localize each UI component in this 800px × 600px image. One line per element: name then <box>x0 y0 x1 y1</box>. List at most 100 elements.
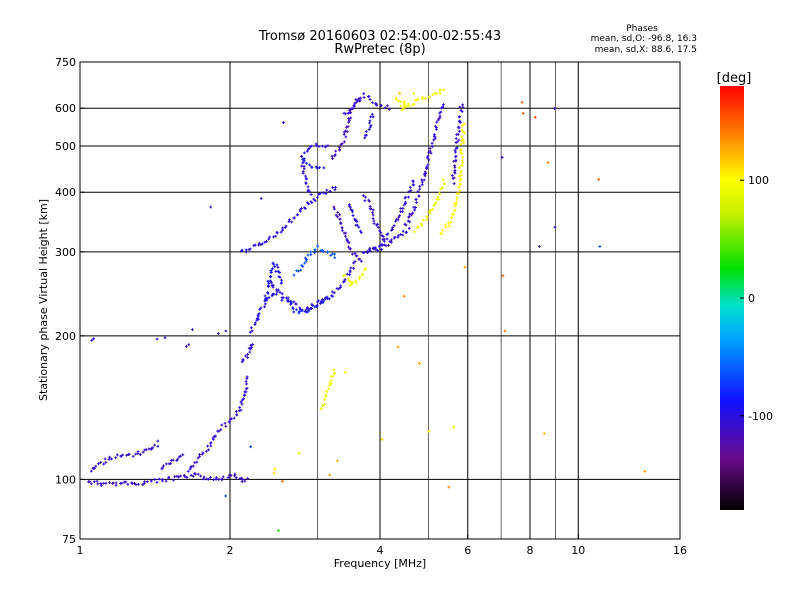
trace-point <box>348 247 352 251</box>
trace-point <box>344 135 348 139</box>
trace-point <box>153 443 157 447</box>
trace-point <box>366 249 370 253</box>
trace-point <box>428 149 432 153</box>
trace-point <box>242 358 245 362</box>
trace-point <box>141 483 145 487</box>
trace-point <box>332 291 336 295</box>
x-tick-label: 6 <box>464 544 471 557</box>
trace-point <box>401 107 405 111</box>
trace-point <box>322 403 326 406</box>
trace-point <box>404 195 408 199</box>
trace-point <box>324 389 328 393</box>
trace-point <box>316 299 320 303</box>
trace-point <box>240 398 244 402</box>
trace-point <box>458 183 461 186</box>
trace-point <box>401 210 404 213</box>
trace-point <box>459 108 463 112</box>
trace-point <box>312 197 316 201</box>
trace-point <box>423 174 427 178</box>
trace-point <box>353 260 357 263</box>
trace-point <box>407 195 410 199</box>
trace-point <box>310 201 314 205</box>
trace-point <box>403 102 407 106</box>
trace-point <box>313 199 317 203</box>
trace-point <box>333 256 337 260</box>
trace-point <box>453 204 457 208</box>
trace-point <box>426 215 429 219</box>
trace-point <box>300 164 304 168</box>
trace-point <box>354 279 358 283</box>
trace-point <box>349 266 353 270</box>
trace-point <box>331 186 335 190</box>
scatter-point <box>597 178 601 181</box>
trace-point <box>136 482 140 486</box>
scatter-point <box>282 121 285 124</box>
trace-point <box>329 382 333 386</box>
trace-point <box>241 478 245 481</box>
trace-point <box>271 292 275 296</box>
trace-point <box>368 249 372 253</box>
trace-point <box>175 459 179 462</box>
trace-point <box>92 480 96 484</box>
trace-point <box>346 125 350 128</box>
grid-layer <box>80 62 680 539</box>
trace-point <box>176 457 180 461</box>
trace-point <box>344 129 348 133</box>
trace-point <box>253 243 257 247</box>
trace-point <box>209 475 212 479</box>
trace-point <box>266 284 270 288</box>
trace-point <box>267 237 271 241</box>
trace-point <box>368 125 372 129</box>
trace-point <box>110 457 113 461</box>
trace-point <box>378 244 382 248</box>
scatter-point <box>280 479 284 483</box>
trace-point <box>116 453 119 457</box>
trace-point <box>240 480 244 484</box>
trace-point <box>355 223 359 227</box>
trace-point <box>302 158 306 162</box>
x-ticks-layer: 1 2 4 6 8 10 16 <box>77 534 687 557</box>
trace-point <box>390 240 393 244</box>
trace-point <box>259 243 263 247</box>
trace-point <box>301 265 305 268</box>
trace-point <box>217 478 221 481</box>
trace-point <box>162 464 165 468</box>
trace-point <box>308 163 312 167</box>
trace-point <box>347 245 350 249</box>
trace-point <box>325 188 329 192</box>
trace-point <box>435 198 439 201</box>
trace-point <box>324 144 328 148</box>
trace-point <box>338 148 341 151</box>
trace-point <box>427 158 431 162</box>
trace-point <box>329 253 333 257</box>
trace-point <box>429 208 433 212</box>
trace-point <box>434 201 438 205</box>
trace-point <box>161 466 164 470</box>
trace-point <box>107 457 111 461</box>
trace-point <box>340 142 344 146</box>
trace-point <box>339 222 343 226</box>
trace-point <box>351 106 355 110</box>
trace-point <box>217 429 221 433</box>
trace-point <box>460 135 464 139</box>
trace-point <box>169 462 172 465</box>
trace-point <box>276 265 280 269</box>
trace-point <box>358 257 362 261</box>
trace-point <box>306 201 309 205</box>
trace-point <box>458 189 462 193</box>
trace-point <box>431 93 435 97</box>
trace-point <box>432 203 436 207</box>
scatter-point <box>224 329 228 333</box>
trace-point <box>238 406 241 409</box>
trace-point <box>372 219 376 223</box>
trace-point <box>347 119 351 122</box>
trace-point <box>457 191 461 195</box>
trace-point <box>185 475 189 479</box>
trace-point <box>338 213 342 217</box>
trace-point <box>458 129 461 133</box>
trace-point <box>436 195 440 199</box>
trace-point <box>351 214 355 217</box>
trace-point <box>240 360 244 364</box>
trace-point <box>405 230 409 234</box>
